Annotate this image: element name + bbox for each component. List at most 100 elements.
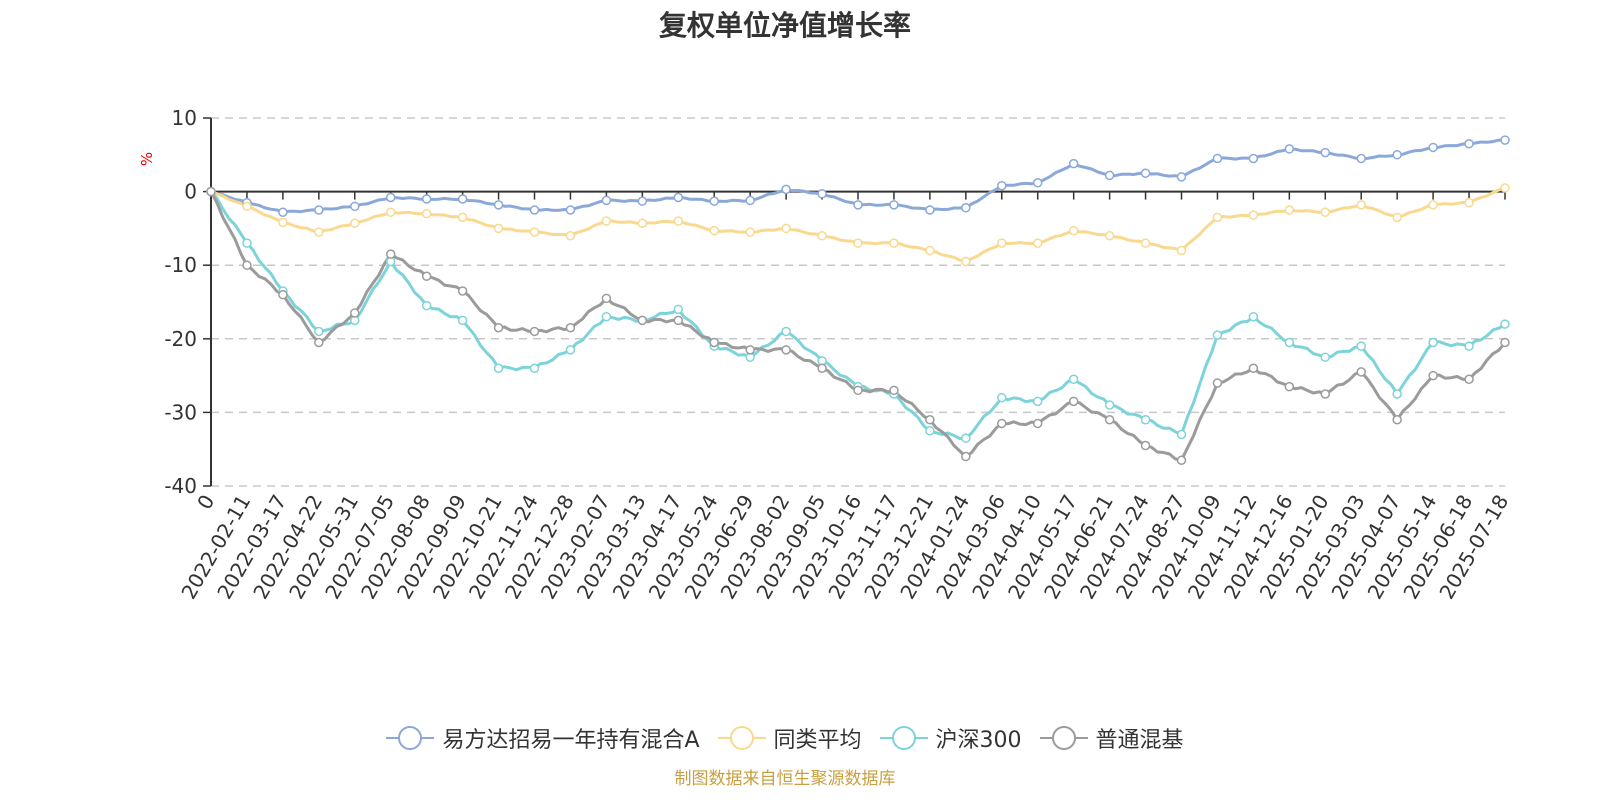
- data-point: [457, 315, 468, 326]
- data-source-note: 制图数据来自恒生聚源数据库: [674, 769, 896, 789]
- data-point: [673, 304, 684, 315]
- data-point: [565, 231, 576, 241]
- data-point: [1248, 311, 1259, 322]
- data-point: [457, 212, 468, 223]
- data-point: [1356, 341, 1366, 351]
- data-point: [637, 218, 648, 228]
- data-point: [1176, 455, 1187, 465]
- data-point: [1104, 170, 1115, 181]
- data-point: [781, 326, 791, 337]
- data-point: [817, 189, 827, 199]
- x-tick-label: 0: [192, 491, 219, 514]
- data-point: [889, 238, 899, 248]
- data-point: [1176, 429, 1187, 440]
- data-point: [314, 326, 324, 337]
- data-point: [1248, 363, 1259, 373]
- y-tick-label: 0: [184, 180, 197, 204]
- data-point: [493, 363, 504, 373]
- data-point: [889, 200, 899, 210]
- data-point: [1176, 245, 1187, 256]
- data-point: [421, 271, 432, 281]
- data-point: [745, 345, 755, 355]
- data-point: [1284, 205, 1295, 215]
- data-point: [1140, 238, 1151, 248]
- data-point: [1356, 200, 1366, 210]
- data-point: [206, 186, 216, 197]
- data-point: [493, 200, 504, 210]
- data-point: [314, 337, 324, 348]
- data-point: [278, 289, 288, 300]
- data-point: [314, 227, 324, 237]
- data-point: [889, 385, 899, 396]
- data-point: [242, 260, 252, 270]
- data-point: [673, 315, 684, 326]
- data-point: [1320, 147, 1331, 158]
- data-point: [1428, 370, 1438, 381]
- data-point: [997, 238, 1007, 248]
- data-point: [421, 208, 432, 219]
- data-point: [1212, 212, 1223, 223]
- legend-item[interactable]: 普通混基: [1039, 722, 1184, 754]
- data-point: [1140, 168, 1151, 178]
- data-point: [961, 433, 971, 443]
- data-point: [1284, 381, 1295, 392]
- data-point: [853, 238, 863, 248]
- legend-item[interactable]: 易方达招易一年持有混合A: [386, 722, 700, 754]
- legend-marker-icon: [1039, 726, 1088, 750]
- data-point: [1392, 212, 1402, 223]
- data-point: [1068, 396, 1079, 407]
- data-point: [1032, 418, 1043, 429]
- data-point: [1320, 207, 1331, 217]
- data-point: [457, 286, 468, 296]
- data-point: [1320, 389, 1331, 399]
- data-point: [385, 207, 396, 217]
- data-point: [1464, 139, 1474, 149]
- y-tick-label: -10: [164, 253, 197, 277]
- tick-labels: 100-10-20-30-4002022-02-112022-03-172022…: [164, 106, 1513, 603]
- y-tick-label: -20: [164, 327, 197, 351]
- data-point: [709, 225, 719, 236]
- data-point: [1032, 238, 1043, 248]
- legend-label: 易方达招易一年持有混合A: [442, 728, 700, 753]
- data-point: [853, 385, 863, 396]
- data-point: [565, 323, 576, 333]
- data-point: [565, 205, 576, 215]
- data-point: [242, 238, 252, 248]
- data-point: [709, 196, 719, 206]
- series-line-2: [209, 190, 1506, 440]
- data-point: [1428, 142, 1438, 153]
- series-line-3: [209, 190, 1507, 462]
- data-point: [925, 426, 935, 436]
- data-point: [1032, 178, 1043, 188]
- data-point: [350, 308, 360, 318]
- data-point: [421, 194, 432, 204]
- data-point: [1356, 367, 1366, 377]
- data-point: [1032, 396, 1043, 407]
- data-point: [673, 192, 684, 203]
- data-point: [709, 337, 719, 348]
- legend-marker-icon: [386, 726, 435, 750]
- data-point: [1500, 319, 1510, 329]
- data-point: [565, 345, 576, 355]
- data-point: [529, 326, 540, 337]
- data-point: [997, 418, 1007, 429]
- data-point: [1320, 352, 1331, 362]
- data-point: [529, 205, 540, 215]
- legend-marker-icon: [717, 726, 766, 750]
- data-point: [1068, 225, 1079, 236]
- data-point: [1212, 330, 1223, 340]
- data-point: [1392, 150, 1402, 160]
- grid-lines: [211, 117, 1505, 487]
- data-point: [1284, 337, 1295, 348]
- data-point: [781, 223, 791, 234]
- legend-item[interactable]: 沪深300: [879, 722, 1022, 754]
- data-point: [1500, 183, 1510, 193]
- data-point: [601, 293, 612, 304]
- data-point: [1104, 231, 1115, 241]
- data-point: [637, 315, 648, 326]
- data-point: [1176, 172, 1187, 182]
- legend-item[interactable]: 同类平均: [717, 722, 862, 754]
- data-point: [529, 363, 540, 373]
- data-point: [1392, 389, 1402, 399]
- data-point: [781, 184, 791, 195]
